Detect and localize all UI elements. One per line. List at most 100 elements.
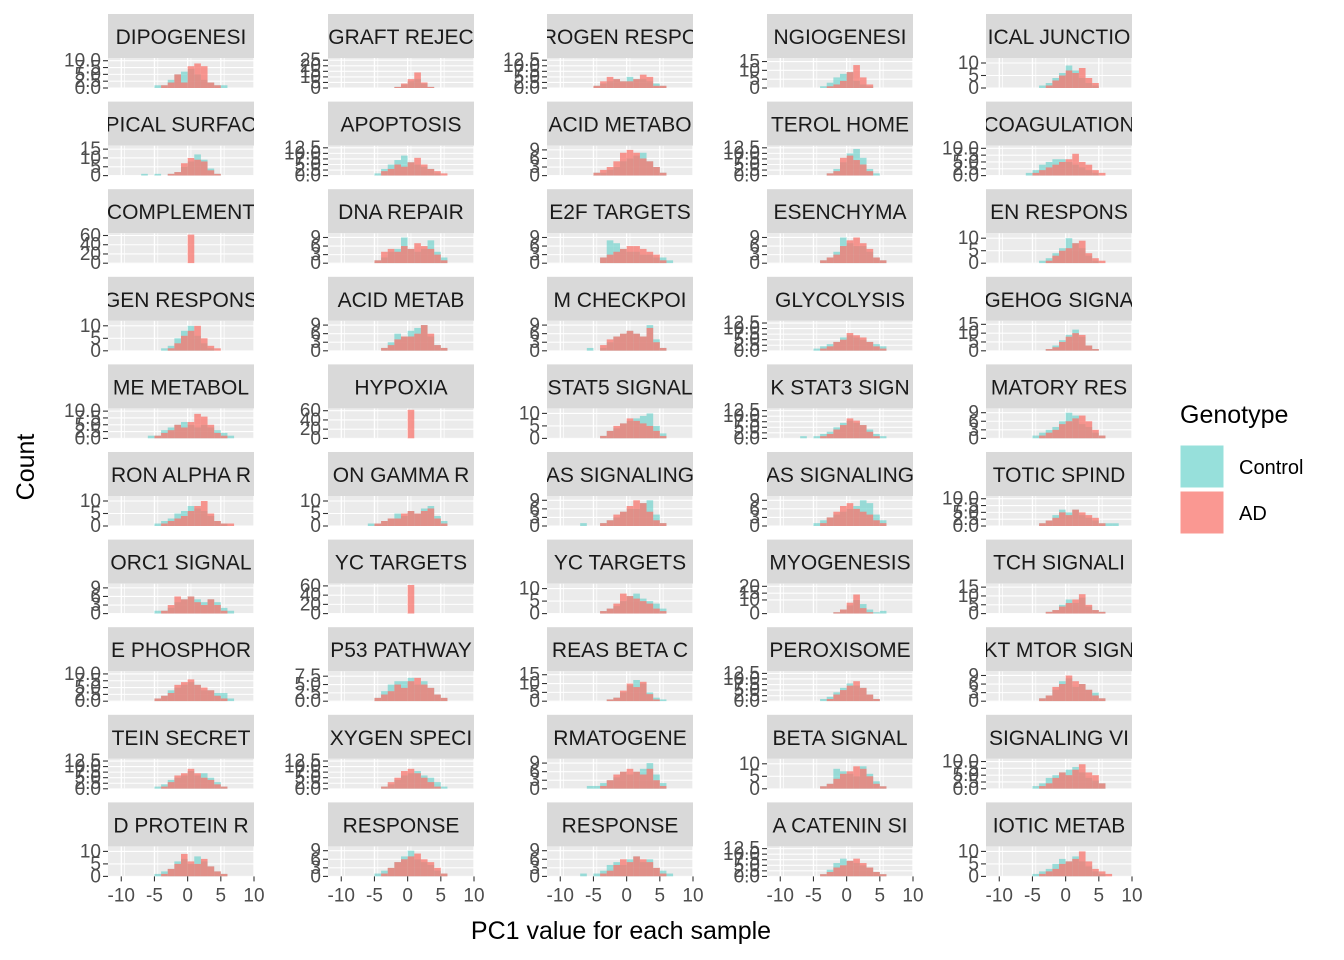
bar-ad: [859, 687, 867, 702]
bar-ad: [639, 74, 647, 88]
y-tick-label: 6: [529, 236, 540, 257]
y-tick-label: 0: [749, 779, 760, 800]
facet-bars: [161, 325, 221, 351]
x-tick-label: 5: [436, 885, 447, 906]
bar-ad: [853, 160, 860, 176]
bar-ad: [174, 775, 181, 789]
bar-ad: [1059, 684, 1066, 702]
bar-ad: [620, 593, 627, 614]
bar-ad: [407, 79, 415, 88]
bar-ad: [394, 251, 401, 264]
bar-control: [826, 82, 834, 88]
facet-strip: [767, 627, 913, 672]
bar-ad: [1065, 603, 1073, 614]
bar-control: [873, 612, 880, 614]
bar-ad: [161, 695, 168, 702]
facet-strip: [108, 276, 254, 321]
y-tick-label: 15: [739, 52, 760, 73]
facet-strip-label: E2F TARGETS: [549, 201, 691, 224]
facet-strip: [767, 189, 913, 234]
bar-ad: [381, 347, 388, 351]
bar-ad: [1039, 523, 1046, 526]
facet-strip: [547, 452, 693, 496]
facet-strip: [328, 452, 474, 496]
bar-ad: [1039, 786, 1046, 789]
bar-ad: [174, 684, 181, 702]
bar-ad: [1092, 775, 1099, 789]
facet-strip-label: REAS BETA C: [552, 639, 688, 662]
bar-ad: [840, 425, 847, 439]
y-tick-label: 12.5: [284, 138, 321, 159]
bar-ad: [407, 336, 415, 351]
bar-ad: [1059, 75, 1066, 88]
facet-strip: [108, 189, 254, 234]
y-tick-label: 3: [310, 858, 321, 879]
bar-ad: [420, 82, 428, 88]
bar-ad: [440, 873, 448, 877]
y-tick-label: 0: [968, 866, 979, 887]
facet-panel: APOPTOSIS 0.02.55.07.510.012.5: [284, 101, 474, 187]
bar-ad: [434, 171, 441, 176]
bar-ad: [1045, 167, 1053, 176]
y-tick-label: 0: [310, 866, 321, 887]
bar-ad: [853, 858, 860, 877]
bar-ad: [639, 681, 647, 702]
facet-strip-label: COAGULATION: [983, 114, 1134, 137]
bar-ad: [434, 694, 441, 702]
bar-ad: [866, 612, 874, 614]
bar-ad: [826, 783, 834, 789]
y-tick-label: 0: [90, 516, 101, 537]
bar-ad: [420, 684, 428, 702]
bar-ad: [167, 173, 175, 176]
facet-strip: [108, 101, 254, 146]
bar-ad: [620, 152, 627, 176]
facet-bars: [1039, 238, 1106, 264]
bar-ad: [859, 243, 867, 264]
facet-bars: [586, 325, 667, 351]
facet-strip: [547, 364, 693, 409]
y-tick-label: 0: [749, 253, 760, 274]
bar-ad: [1052, 686, 1059, 702]
bar-ad: [1065, 248, 1073, 264]
y-tick-label: 5.0: [734, 417, 760, 438]
x-tick-label: 5: [875, 885, 886, 906]
y-tick-label: 6: [749, 499, 760, 520]
x-tick-label: 10: [902, 885, 923, 906]
y-axis-title: Count: [12, 434, 40, 501]
bar-ad: [1072, 333, 1079, 351]
bar-ad: [420, 511, 428, 526]
bar-ad: [859, 77, 867, 88]
bar-ad: [207, 82, 215, 88]
y-tick-label: 9: [310, 315, 321, 336]
bar-control: [820, 346, 827, 351]
facet-gridlines: [328, 58, 474, 88]
bar-ad: [633, 246, 640, 264]
facet-strip-label: TEIN SECRET: [112, 727, 251, 750]
bar-ad: [846, 771, 854, 789]
bar-control: [1039, 260, 1046, 264]
bar-ad: [401, 246, 408, 264]
y-tick-label: 0.0: [734, 166, 760, 187]
bar-ad: [181, 682, 188, 702]
bar-ad: [1065, 421, 1073, 439]
bar-ad: [207, 345, 215, 351]
bar-ad: [1098, 435, 1106, 439]
y-tick-label: 0: [310, 604, 321, 625]
y-tick-label: 5: [968, 854, 979, 875]
bar-ad: [646, 76, 654, 88]
bar-ad: [1039, 698, 1046, 702]
bar-control: [800, 436, 807, 439]
bar-ad: [207, 513, 215, 526]
bar-ad: [606, 167, 614, 176]
bar-ad: [214, 695, 221, 702]
bar-ad: [1052, 868, 1059, 877]
y-tick-label: 3: [529, 332, 540, 353]
bar-ad: [1072, 73, 1079, 88]
bar-control: [147, 435, 155, 439]
bar-ad: [427, 782, 435, 789]
